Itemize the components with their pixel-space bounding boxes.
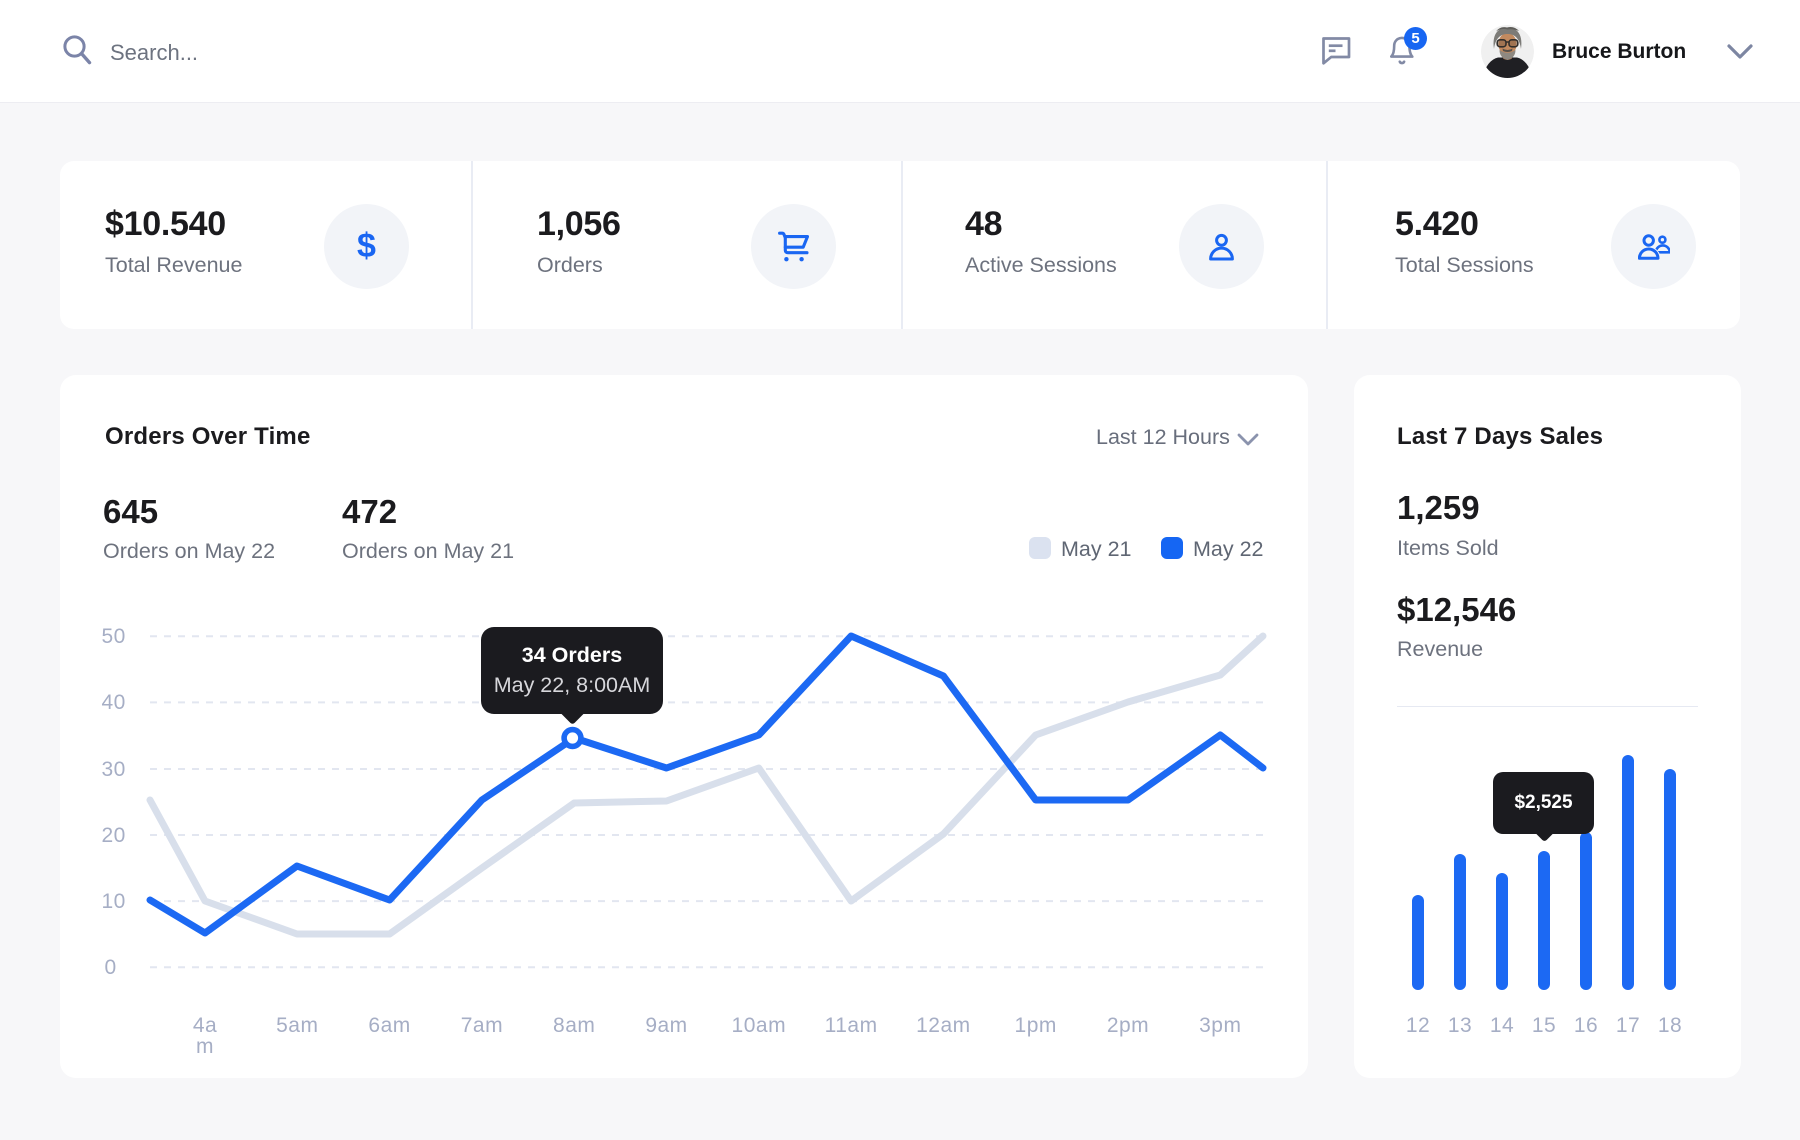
- svg-text:4a: 4a: [193, 1014, 217, 1037]
- svg-text:7am: 7am: [461, 1014, 503, 1037]
- svg-text:m: m: [196, 1035, 214, 1058]
- svg-text:10: 10: [102, 890, 126, 913]
- svg-text:10am: 10am: [732, 1014, 787, 1037]
- svg-text:20: 20: [102, 824, 126, 847]
- svg-text:2pm: 2pm: [1107, 1014, 1149, 1037]
- svg-text:50: 50: [102, 625, 126, 648]
- svg-text:12am: 12am: [916, 1014, 971, 1037]
- svg-text:5am: 5am: [276, 1014, 318, 1037]
- svg-text:9am: 9am: [645, 1014, 687, 1037]
- svg-text:6am: 6am: [368, 1014, 410, 1037]
- svg-text:30: 30: [102, 758, 126, 781]
- svg-text:3pm: 3pm: [1199, 1014, 1241, 1037]
- svg-text:0: 0: [105, 956, 117, 979]
- svg-text:11am: 11am: [825, 1014, 878, 1037]
- svg-text:8am: 8am: [553, 1014, 595, 1037]
- svg-text:1pm: 1pm: [1015, 1014, 1057, 1037]
- svg-text:40: 40: [102, 691, 126, 714]
